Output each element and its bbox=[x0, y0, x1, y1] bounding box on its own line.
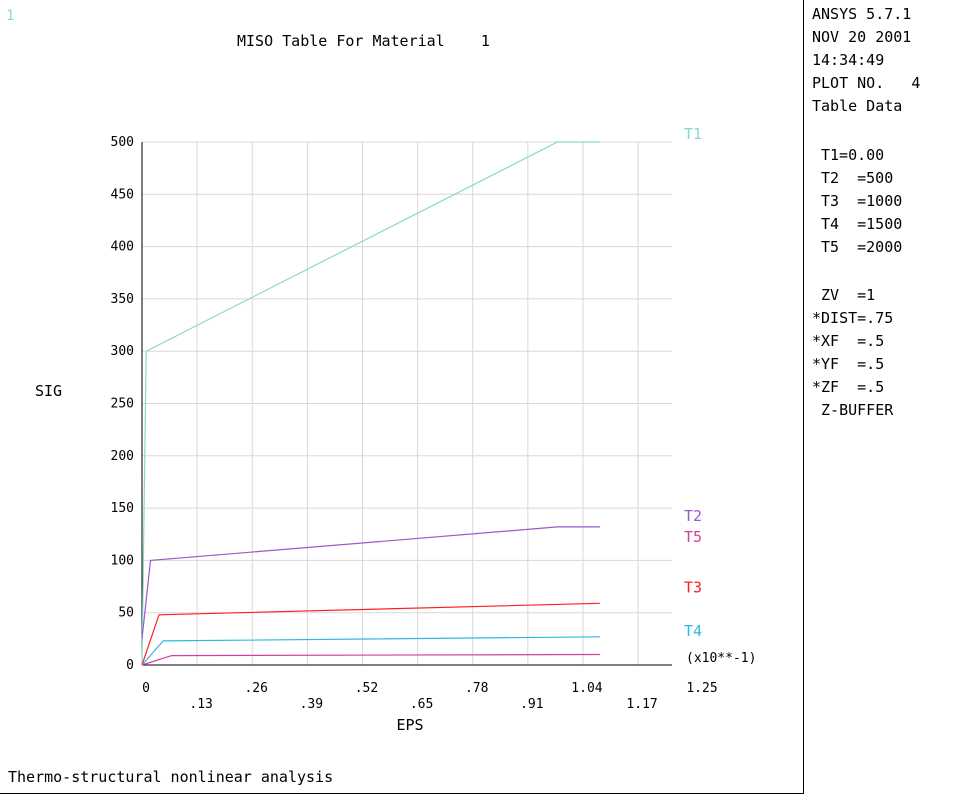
y-tick-label: 200 bbox=[111, 449, 134, 464]
series-label: T5 bbox=[684, 528, 702, 546]
plot-window: 1 MISO Table For Material 1 Thermo-struc… bbox=[0, 0, 804, 794]
series-line-t4 bbox=[141, 636, 600, 666]
x-tick-label: .78 bbox=[465, 681, 488, 696]
series-label: T2 bbox=[684, 507, 702, 525]
x-tick-label: .91 bbox=[520, 697, 543, 712]
x-multiplier-label: (x10**-1) bbox=[686, 651, 756, 666]
series-label: T4 bbox=[684, 622, 702, 640]
info-line: T3 =1000 bbox=[821, 192, 903, 210]
info-line: T2 =500 bbox=[821, 169, 894, 187]
y-tick-label: 100 bbox=[111, 553, 134, 568]
window-number: 1 bbox=[6, 8, 15, 24]
x-axis-label: EPS bbox=[396, 716, 423, 734]
info-line: NOV 20 2001 bbox=[812, 28, 912, 46]
x-tick-label: 1.25 bbox=[686, 681, 717, 696]
info-line: Z-BUFFER bbox=[812, 401, 894, 419]
info-line: T1=0.00 bbox=[821, 146, 885, 164]
x-tick-label: .39 bbox=[300, 697, 323, 712]
footer-text: Thermo-structural nonlinear analysis bbox=[8, 768, 334, 786]
info-line: *DIST=.75 bbox=[812, 309, 894, 327]
info-line: PLOT NO. 4 bbox=[812, 74, 921, 92]
plot-title: MISO Table For Material 1 bbox=[237, 32, 490, 50]
x-tick-label: .13 bbox=[189, 697, 212, 712]
y-tick-label: 500 bbox=[111, 135, 134, 150]
info-line: T4 =1500 bbox=[821, 215, 903, 233]
series-label: T3 bbox=[684, 578, 702, 596]
series-line-t1 bbox=[141, 141, 600, 666]
y-tick-label: 150 bbox=[111, 501, 134, 516]
info-line: ZV =1 bbox=[812, 286, 876, 304]
info-panel: ANSYS 5.7.1 NOV 20 2001 14:34:49 PLOT NO. 4… bbox=[812, 0, 974, 796]
y-tick-label: 350 bbox=[111, 292, 134, 307]
chart-area: 0 50 100 150 200 250 300 350 400 450 500 0 .26 .52 .78… bbox=[35, 125, 756, 734]
info-line: *XF =.5 bbox=[812, 332, 885, 350]
x-tick-label: .52 bbox=[355, 681, 378, 696]
y-tick-label: 450 bbox=[111, 187, 134, 202]
series-line-t5 bbox=[141, 653, 600, 666]
series-line-t3 bbox=[141, 602, 600, 666]
info-line: *YF =.5 bbox=[812, 355, 885, 373]
info-line: T5 =2000 bbox=[821, 238, 903, 256]
y-tick-label: 400 bbox=[111, 240, 134, 255]
y-tick-label: 50 bbox=[118, 606, 134, 621]
x-tick-label: 1.04 bbox=[571, 681, 602, 696]
y-tick-label: 250 bbox=[111, 397, 134, 412]
series-line-t2 bbox=[141, 526, 600, 639]
x-tick-label: 1.17 bbox=[626, 697, 657, 712]
y-tick-label: 0 bbox=[126, 658, 134, 673]
info-line: ANSYS 5.7.1 bbox=[812, 5, 912, 23]
x-tick-label: .65 bbox=[410, 697, 433, 712]
info-line: Table Data bbox=[812, 97, 903, 115]
y-tick-label: 300 bbox=[111, 344, 134, 359]
x-tick-label: .26 bbox=[244, 681, 267, 696]
x-tick-label: 0 bbox=[142, 681, 150, 696]
info-line: *ZF =.5 bbox=[812, 378, 885, 396]
series-label: T1 bbox=[684, 125, 702, 143]
y-axis-label: SIG bbox=[35, 382, 62, 400]
info-line: 14:34:49 bbox=[812, 51, 885, 69]
